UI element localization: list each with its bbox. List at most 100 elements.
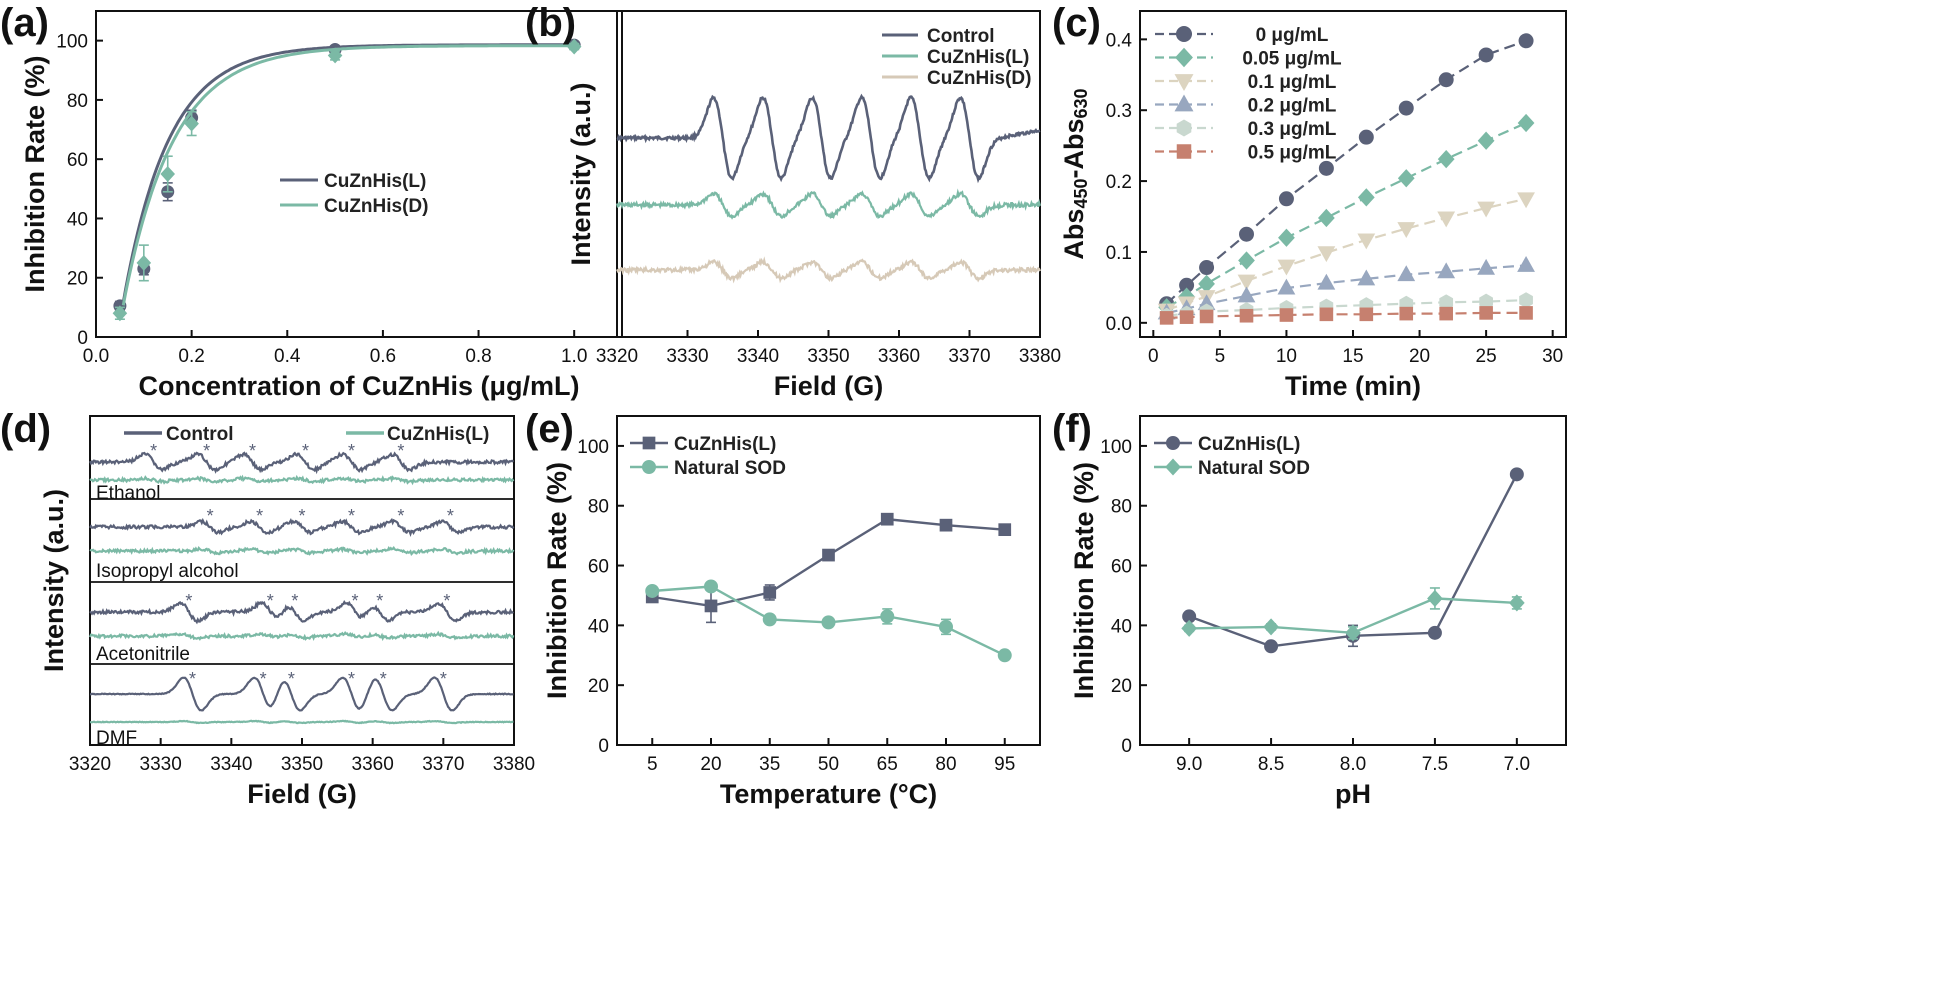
data-point: [1438, 72, 1454, 88]
data-point: [1159, 311, 1174, 325]
panel-d: 3320 3330 3340 3350 3360 3370 3380 Field (G) Int…: [0, 407, 535, 809]
data-point: [1427, 589, 1443, 607]
y-tick-label: 100: [56, 32, 88, 53]
plot-frame: [95, 10, 623, 338]
series-line: [652, 517, 1005, 608]
legend-marker: [642, 460, 656, 474]
legend-label: 0 μg/mL: [1256, 25, 1329, 46]
peak-star: *: [348, 441, 355, 461]
y-tick-label: 0: [1121, 736, 1132, 757]
legend-label: Control: [927, 26, 995, 47]
data-point: [763, 586, 777, 599]
x-axis-title: Field (G): [774, 371, 884, 401]
x-tick-label: 80: [935, 754, 956, 775]
x-axis-title: Time (min): [1285, 371, 1421, 401]
peak-star: *: [207, 506, 214, 526]
x-tick-label: 7.0: [1504, 754, 1530, 775]
spectrum-line: [615, 188, 1042, 220]
data-point: [1509, 594, 1525, 612]
y-tick-label: 0.2: [1106, 172, 1132, 193]
y-tick-label: 20: [1111, 676, 1132, 697]
data-point: [1278, 191, 1294, 207]
y-tick-label: 100: [1100, 437, 1132, 458]
peak-star: *: [260, 669, 267, 689]
y-tick-label: 40: [1111, 616, 1132, 637]
legend-label: Natural SOD: [674, 458, 786, 479]
series-line: [1166, 197, 1527, 312]
data-point: [1277, 278, 1296, 295]
peak-star: *: [249, 441, 256, 461]
panel-label: (a): [0, 1, 49, 45]
data-point: [1317, 208, 1335, 228]
data-point: [645, 583, 660, 598]
peak-star: *: [267, 591, 274, 611]
legend-label: 0.05 μg/mL: [1242, 49, 1342, 70]
panel-b: 3320 3330 3340 3350 3360 3370 3380 Field (G) Int…: [525, 1, 1061, 401]
data-point: [1479, 306, 1493, 320]
x-tick-label: 3350: [281, 754, 323, 775]
legend-marker: [642, 436, 656, 450]
legend-label: Natural SOD: [1198, 458, 1310, 479]
panel-f: 9.0 8.5 8.0 7.5 7.0 0 20 40 60 80 100 pH Inhibition …: [1052, 407, 1567, 809]
peak-star: *: [150, 441, 157, 461]
data-point: [1357, 188, 1375, 207]
data-point: [1345, 624, 1361, 642]
series-line: [1165, 39, 1527, 305]
legend-label: CuZnHis(D): [324, 196, 428, 217]
x-tick-label: 20: [700, 754, 721, 775]
peak-star: *: [291, 591, 298, 611]
x-axis-title: Concentration of CuZnHis (μg/mL): [139, 371, 580, 401]
legend-label: CuZnHis(D): [927, 68, 1031, 89]
x-tick-label: 20: [1409, 346, 1430, 367]
y-tick-label: 20: [588, 676, 609, 697]
y-tick-label: 0: [598, 736, 609, 757]
y-tick-label: 40: [67, 209, 88, 230]
x-tick-label: 5: [1215, 346, 1226, 367]
data-point: [1264, 639, 1279, 654]
data-point: [1517, 255, 1535, 272]
data-point: [1398, 100, 1414, 116]
legend-label: Control: [166, 424, 234, 445]
data-point: [327, 47, 343, 64]
panel-label: (d): [0, 407, 51, 451]
data-point: [1239, 308, 1254, 323]
x-tick-label: 3370: [948, 346, 990, 367]
y-tick-label: 60: [67, 150, 88, 171]
data-point: [1509, 467, 1524, 482]
peak-star: *: [348, 669, 355, 689]
y-tick-label: 0.1: [1106, 243, 1132, 264]
data-point: [1519, 306, 1533, 320]
legend-label: 0.3 μg/mL: [1248, 119, 1337, 140]
y-axis-title: Abs450-Abs630: [1059, 88, 1091, 259]
data-point: [1517, 192, 1535, 209]
legend-label: CuZnHis(L): [324, 171, 426, 192]
x-tick-label: 10: [1276, 346, 1297, 367]
peak-star: *: [348, 506, 355, 526]
data-point: [1518, 33, 1534, 49]
control-line: [89, 451, 515, 475]
data-point: [1181, 619, 1197, 637]
x-tick-label: 35: [759, 754, 780, 775]
legend-label: CuZnHis(L): [1198, 434, 1300, 455]
panel-c: 0 5 10 15 20 25 30 0.0 0.1 0.2 0.3 0.4 Time (min) Abs…: [1052, 1, 1567, 401]
data-point: [880, 609, 895, 624]
legend-label: 0.5 μg/mL: [1248, 143, 1337, 164]
x-tick-label: 3340: [737, 346, 779, 367]
spectrum-line: [616, 256, 1042, 284]
data-point: [1478, 47, 1494, 63]
y-tick-label: 40: [588, 616, 609, 637]
x-tick-label: 0.6: [370, 346, 396, 367]
peak-star: *: [380, 669, 387, 689]
panel-a: 0.0 0.2 0.4 0.6 0.8 1.0 0 20 40 60 80 100 Concentrat…: [0, 1, 623, 401]
data-point: [1397, 265, 1416, 282]
x-axis-title: Field (G): [247, 779, 357, 809]
y-tick-label: 80: [1111, 497, 1132, 518]
data-point: [184, 115, 199, 132]
data-point: [1439, 306, 1453, 321]
x-tick-label: 8.5: [1258, 754, 1284, 775]
legend-label: CuZnHis(L): [387, 424, 489, 445]
legend-label: CuZnHis(L): [927, 47, 1029, 68]
y-axis-title: Inhibition Rate (%): [1069, 462, 1099, 699]
x-tick-label: 0: [1148, 346, 1159, 367]
data-point: [998, 523, 1012, 537]
